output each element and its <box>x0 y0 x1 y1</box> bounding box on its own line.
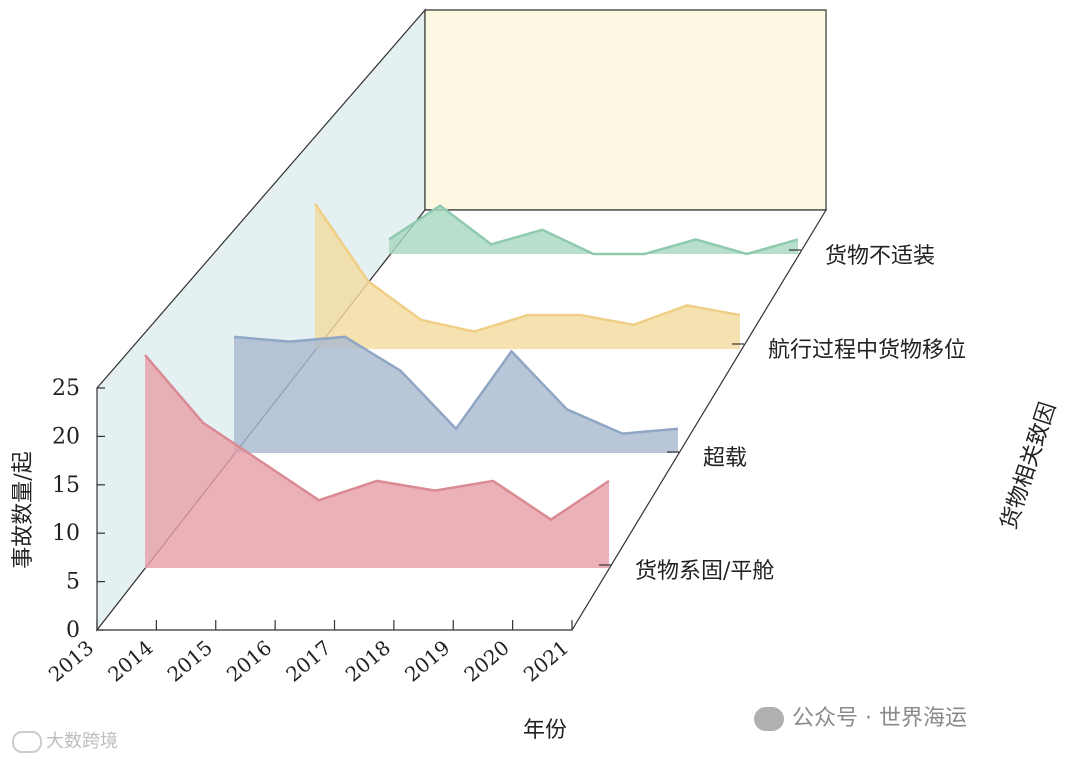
series-area-3 <box>389 205 798 254</box>
series-line-1 <box>233 335 679 435</box>
y-tick-label-0: 0 <box>66 618 80 643</box>
x-tick-label-7: 2020 <box>459 635 513 686</box>
series-line-3 <box>388 204 799 256</box>
x-tick-label-6: 2019 <box>400 635 454 686</box>
watermark-left-text: 大数跨境 <box>46 731 118 752</box>
y-tick-label-2: 10 <box>52 521 80 546</box>
x-tick-label-8: 2021 <box>519 635 573 686</box>
y-tick-label-1: 5 <box>66 570 80 595</box>
wechat-icon <box>754 707 784 731</box>
x-tick-label-1: 2014 <box>103 635 157 686</box>
x-tick-label-5: 2018 <box>341 635 395 686</box>
z-axis-label: 货物相关致因 <box>997 399 1062 532</box>
x-tick-label-0: 2013 <box>44 635 98 686</box>
x-tick-label-4: 2017 <box>281 635 335 686</box>
y-tick-label-3: 15 <box>52 473 80 498</box>
y-axis-label: 事故数量/起 <box>11 451 36 568</box>
x-axis-label: 年份 <box>523 718 567 743</box>
series-label-1: 超载 <box>703 446 747 471</box>
back-wall <box>424 9 827 211</box>
series-label-2: 航行过程中货物移位 <box>768 338 966 363</box>
series-area-0 <box>145 355 609 568</box>
watermark-left: 大数跨境 <box>12 727 118 753</box>
watermark-icon <box>12 731 42 753</box>
series-area-1 <box>234 336 678 453</box>
series-line-2 <box>313 203 741 333</box>
watermark-right: 公众号 · 世界海运 <box>754 700 967 732</box>
y-tick-label-4: 20 <box>52 424 80 449</box>
watermark-right-text: 公众号 · 世界海运 <box>792 706 967 731</box>
series-label-0: 货物系固/平舱 <box>635 559 774 584</box>
series-layer <box>144 203 799 568</box>
y-tick-label-5: 25 <box>52 376 80 401</box>
series-line-0 <box>144 354 610 522</box>
x-tick-label-3: 2016 <box>222 635 276 686</box>
x-tick-label-2: 2015 <box>163 635 217 686</box>
series-area-2 <box>315 203 740 349</box>
series-label-3: 货物不适装 <box>825 244 935 269</box>
